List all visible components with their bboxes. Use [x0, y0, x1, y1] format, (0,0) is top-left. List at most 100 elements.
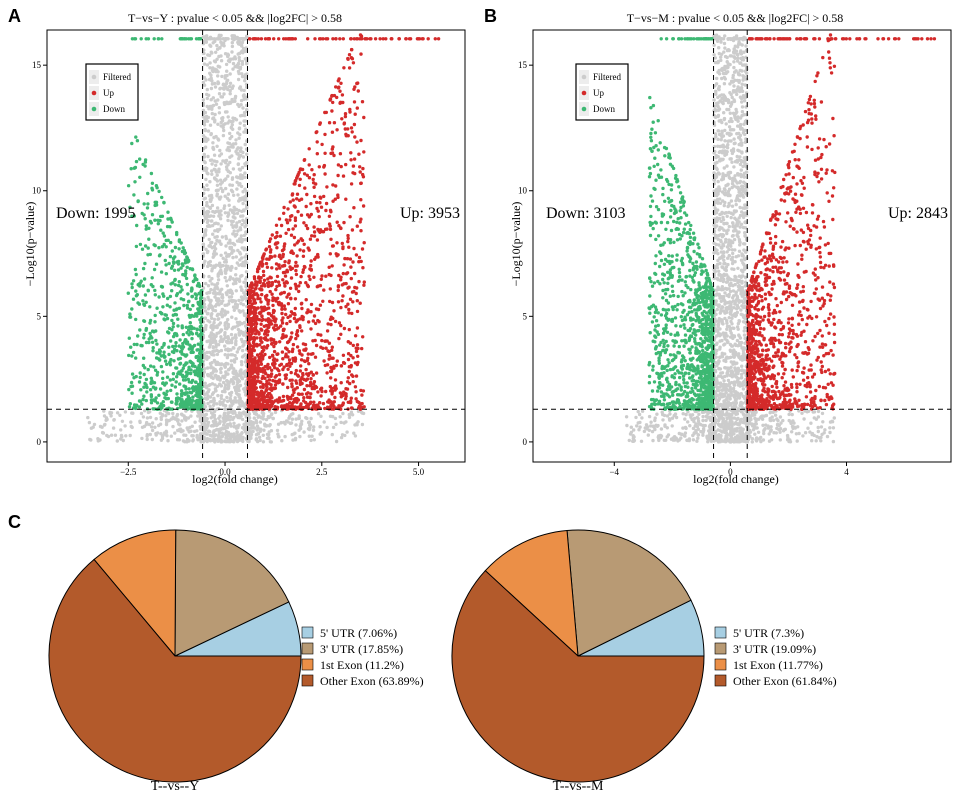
filtered-point	[150, 428, 155, 433]
up-point	[346, 302, 350, 306]
up-point	[280, 311, 284, 316]
filtered-point	[230, 86, 234, 91]
filtered-point	[343, 433, 347, 438]
up-point	[294, 260, 298, 265]
down-point	[173, 245, 178, 250]
up-point	[291, 342, 296, 347]
up-point	[268, 387, 272, 391]
up-point	[305, 283, 310, 287]
filtered-point	[171, 424, 175, 429]
up-point	[300, 353, 304, 357]
down-point	[165, 362, 169, 366]
up-point	[327, 349, 331, 354]
up-point	[332, 309, 336, 313]
filtered-point	[237, 62, 241, 66]
up-point	[349, 37, 353, 41]
up-point	[354, 253, 359, 257]
up-point	[333, 197, 337, 201]
filtered-point	[265, 424, 269, 428]
filtered-point	[310, 434, 314, 438]
filtered-point	[230, 340, 234, 345]
down-point	[168, 294, 173, 299]
down-point	[150, 213, 155, 217]
down-point	[153, 218, 157, 222]
filtered-point	[198, 413, 202, 417]
up-point	[302, 158, 307, 162]
filtered-point	[98, 438, 102, 442]
up-point	[359, 138, 363, 143]
up-point	[361, 335, 365, 339]
down-point	[174, 313, 179, 317]
down-point	[159, 270, 164, 274]
filtered-point	[309, 416, 313, 421]
filtered-point	[240, 431, 244, 435]
up-point	[324, 346, 328, 350]
down-point	[177, 344, 181, 348]
up-point	[352, 206, 356, 210]
up-point	[277, 300, 281, 305]
up-point	[256, 296, 260, 301]
filtered-point	[206, 284, 211, 288]
filtered-point	[230, 143, 235, 147]
up-point	[348, 107, 352, 112]
up-point	[287, 339, 291, 344]
up-point	[268, 391, 272, 396]
filtered-point	[235, 430, 239, 434]
filtered-point	[237, 298, 241, 303]
up-point	[293, 205, 297, 209]
filtered-point	[237, 55, 241, 60]
filtered-point	[115, 411, 120, 415]
up-point	[351, 356, 355, 360]
down-point	[157, 189, 161, 194]
up-point	[354, 349, 359, 354]
down-point	[134, 374, 138, 379]
up-point	[336, 173, 340, 178]
down-point	[133, 180, 137, 184]
filtered-point	[203, 233, 208, 237]
filtered-point	[242, 88, 246, 93]
down-point	[138, 328, 142, 332]
filtered-point	[226, 430, 231, 435]
filtered-point	[240, 263, 244, 268]
filtered-point	[220, 295, 224, 299]
filtered-point	[191, 439, 195, 443]
down-point	[184, 37, 188, 41]
filtered-point	[202, 213, 206, 217]
filtered-point	[206, 53, 210, 57]
filtered-point	[203, 309, 208, 313]
filtered-point	[238, 182, 242, 186]
up-point	[308, 395, 312, 400]
up-point	[341, 174, 346, 178]
down-point	[142, 332, 146, 337]
down-point	[183, 392, 187, 396]
filtered-point	[210, 162, 214, 166]
filtered-point	[218, 86, 223, 91]
up-point	[352, 246, 356, 251]
filtered-point	[213, 67, 217, 72]
filtered-point	[212, 333, 216, 338]
filtered-point	[239, 198, 243, 202]
up-point	[286, 207, 290, 211]
up-point	[360, 247, 365, 251]
filtered-point	[206, 264, 210, 269]
filtered-point	[254, 419, 258, 423]
up-point	[352, 37, 356, 41]
up-point	[257, 318, 262, 322]
filtered-point	[219, 370, 223, 375]
filtered-point	[222, 92, 226, 96]
filtered-point	[240, 74, 245, 79]
down-point	[164, 263, 168, 267]
filtered-point	[230, 190, 235, 194]
down-point	[153, 368, 158, 372]
filtered-point	[217, 421, 222, 426]
filtered-point	[233, 96, 237, 100]
down-point	[180, 344, 185, 348]
up-point	[259, 353, 264, 357]
filtered-point	[232, 346, 236, 350]
filtered-point	[250, 424, 254, 428]
down-point	[188, 267, 192, 271]
filtered-point	[203, 425, 208, 429]
up-point	[331, 183, 335, 187]
legend-marker-down	[91, 106, 97, 112]
filtered-point	[226, 348, 230, 352]
